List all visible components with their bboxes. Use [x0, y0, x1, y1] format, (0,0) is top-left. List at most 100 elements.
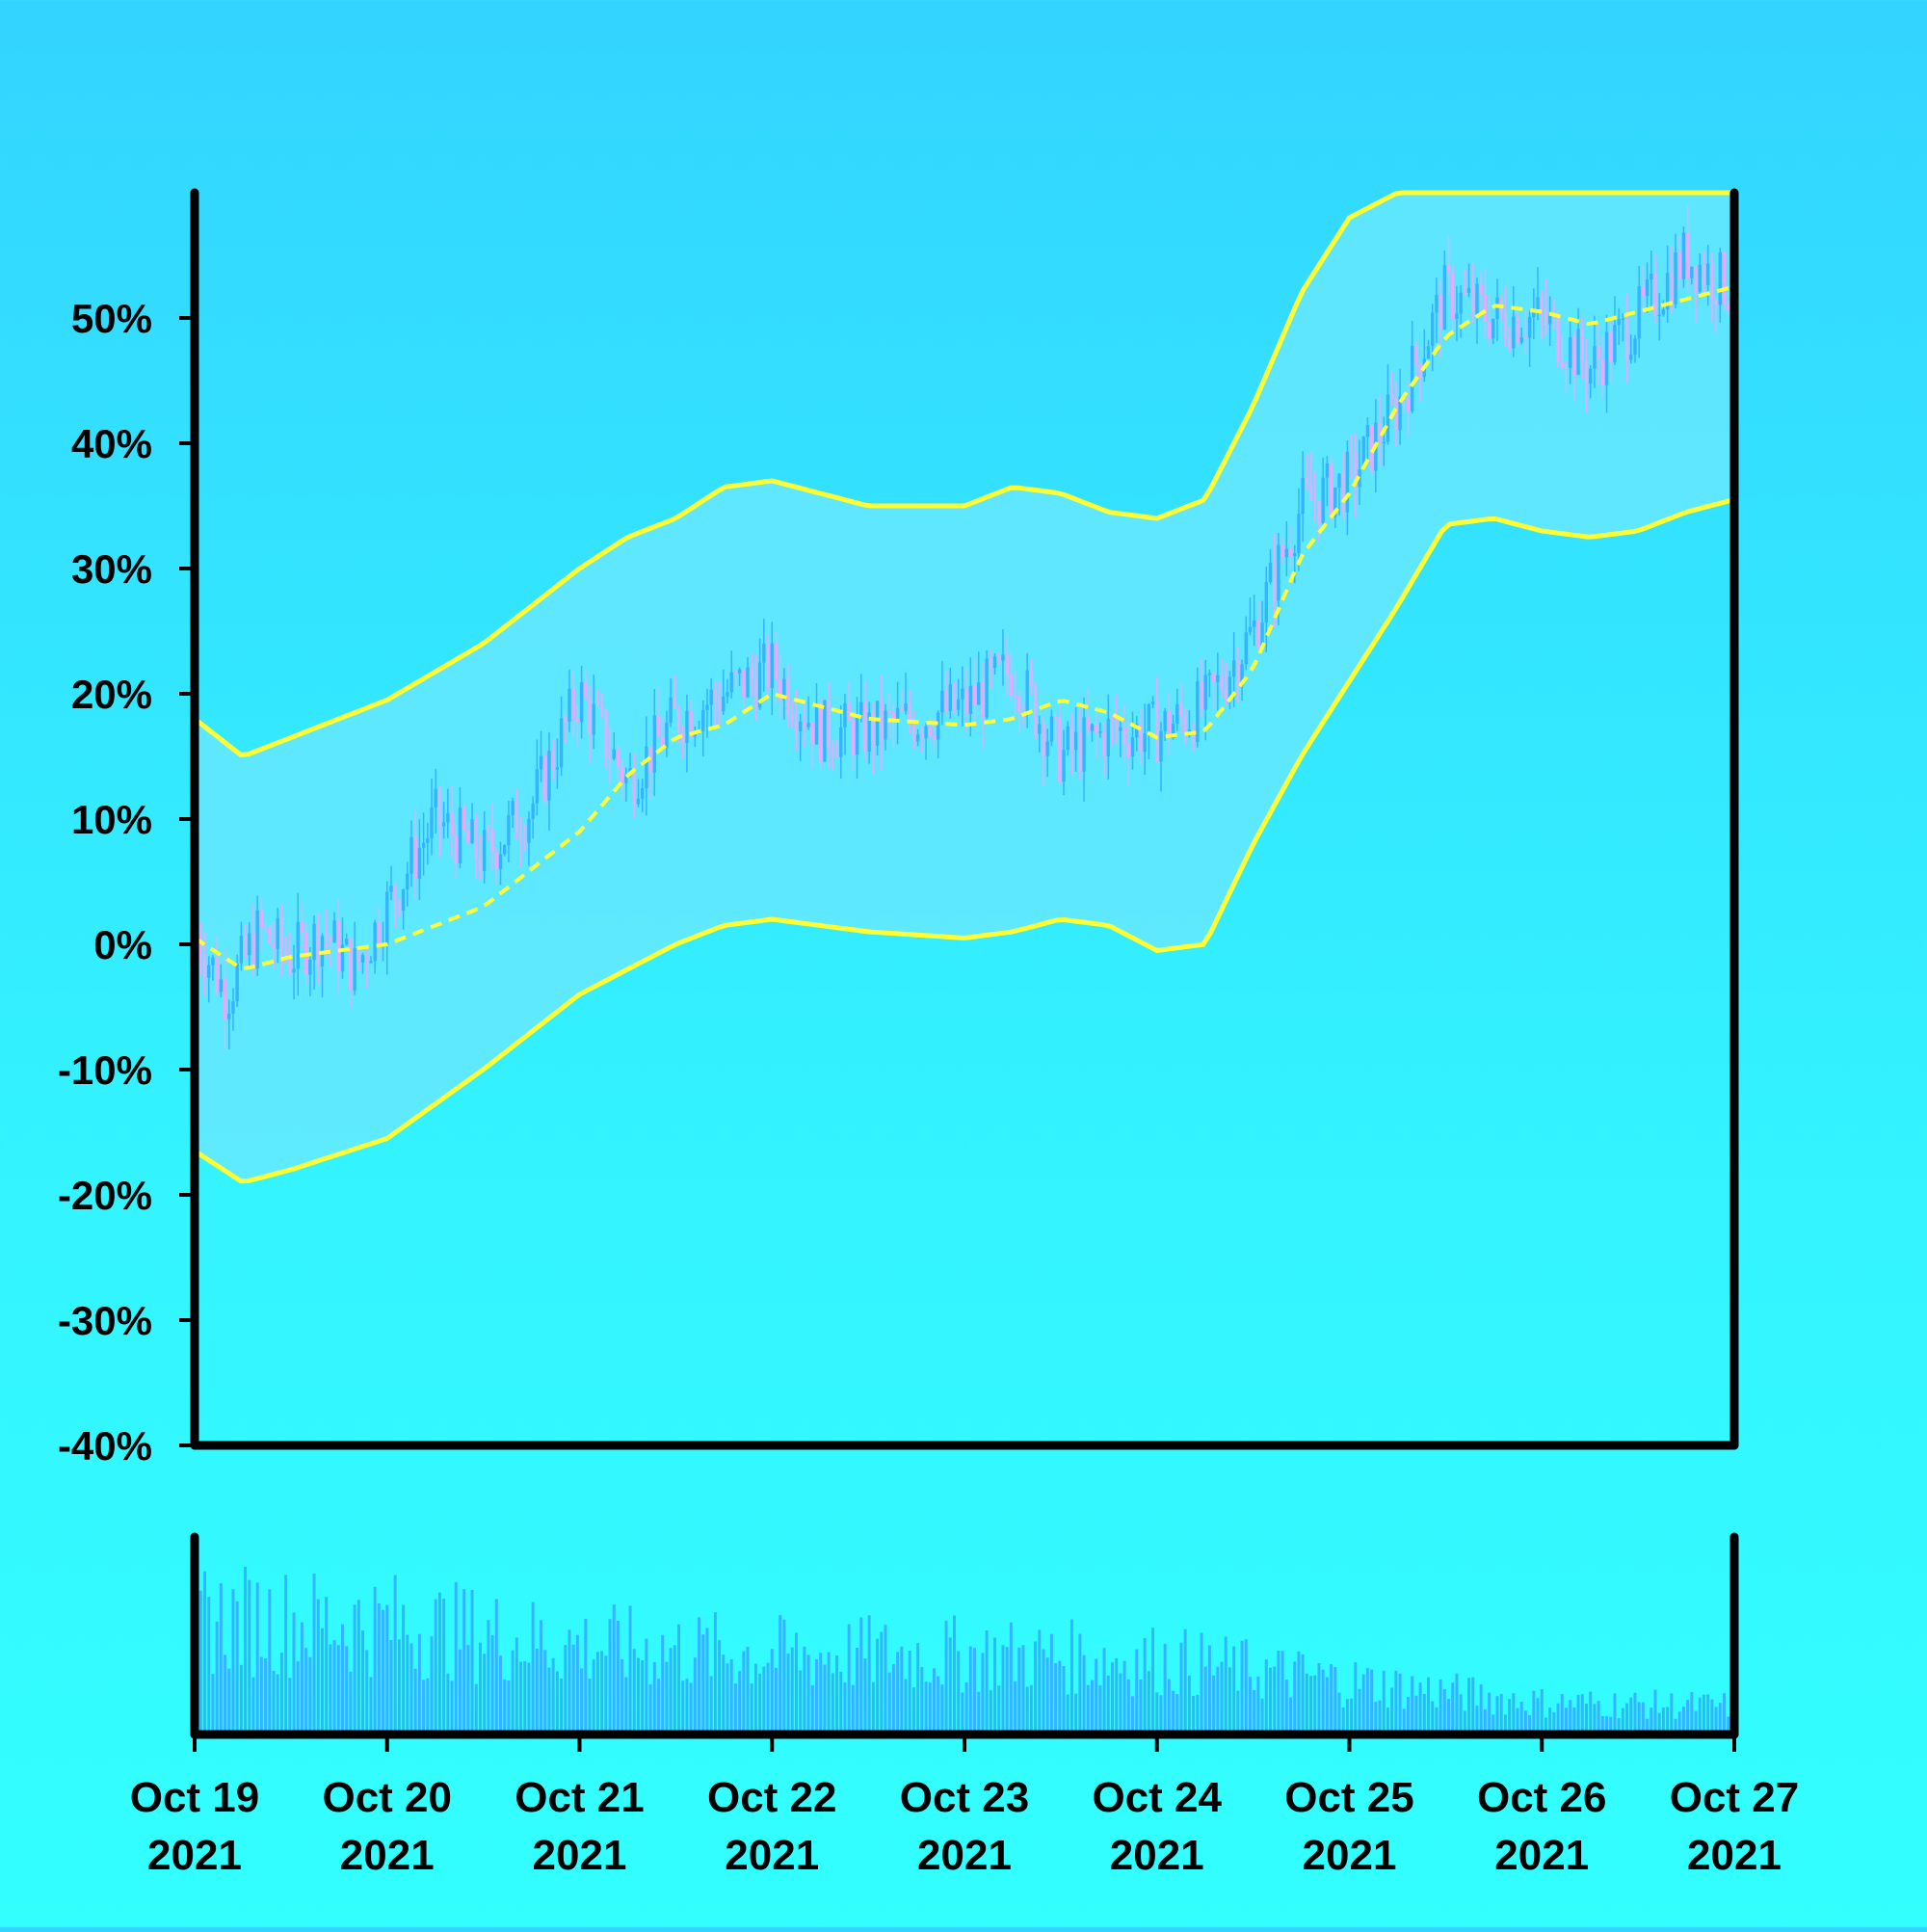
volume-bar — [592, 1659, 595, 1734]
candle-down — [413, 836, 417, 880]
candle-down — [1378, 422, 1382, 443]
volume-bar — [490, 1634, 494, 1734]
volume-bar — [1576, 1694, 1580, 1734]
volume-bar — [1196, 1694, 1200, 1734]
candle-down — [1503, 312, 1508, 338]
candle-down — [564, 718, 568, 722]
volume-bar — [523, 1660, 527, 1734]
candle-down — [952, 684, 957, 710]
y-tick-label: 0% — [93, 922, 152, 967]
volume-bar — [1394, 1670, 1398, 1734]
candle-up — [511, 801, 515, 815]
volume-bar — [968, 1646, 972, 1734]
volume-bar — [1365, 1668, 1369, 1734]
candle-down — [1305, 477, 1309, 485]
volume-bar — [1589, 1691, 1593, 1734]
volume-bar — [325, 1597, 329, 1734]
candle-up — [1090, 724, 1095, 731]
volume-bar — [430, 1636, 434, 1734]
volume-bar — [1483, 1708, 1487, 1734]
volume-bar — [977, 1691, 981, 1734]
volume-bar — [402, 1604, 406, 1734]
volume-bar — [1232, 1646, 1236, 1734]
candle-up — [1062, 750, 1066, 782]
volume-bar — [1009, 1622, 1013, 1734]
volume-bar — [211, 1674, 215, 1734]
candle-up — [701, 709, 705, 731]
volume-bar — [259, 1656, 263, 1734]
candle-down — [1115, 719, 1119, 731]
candle-up — [1025, 670, 1029, 712]
volume-bar — [701, 1634, 705, 1734]
volume-bar — [1646, 1718, 1650, 1734]
candle-down — [1078, 731, 1082, 772]
candle-up — [839, 727, 843, 757]
candle-up — [640, 787, 645, 799]
candle-down — [750, 667, 753, 680]
volume-bar — [985, 1629, 989, 1734]
candle-up — [669, 697, 673, 723]
candle-up — [1621, 318, 1625, 321]
candle-down — [1710, 263, 1714, 301]
candle-down — [259, 910, 264, 928]
candle-up — [957, 699, 961, 710]
candle-down — [1058, 717, 1062, 782]
volume-bar — [1025, 1686, 1029, 1734]
volume-bar — [1090, 1680, 1094, 1734]
candle-down — [1069, 726, 1074, 751]
candle-up — [1297, 514, 1301, 554]
candle-down — [490, 831, 494, 853]
candle-down — [944, 690, 948, 711]
volume-bar — [1029, 1684, 1033, 1734]
volume-bar — [766, 1662, 770, 1734]
volume-bar — [515, 1637, 518, 1734]
volume-bar — [1580, 1694, 1584, 1734]
candle-down — [1280, 544, 1284, 558]
volume-bar — [1718, 1703, 1722, 1734]
candle-up — [458, 807, 462, 863]
candle-up — [401, 889, 406, 912]
volume-bar — [1621, 1707, 1624, 1734]
volume-bar — [1455, 1673, 1459, 1734]
volume-bar — [487, 1620, 490, 1734]
candle-up — [1038, 724, 1042, 734]
volume-bar — [332, 1640, 336, 1734]
volume-bar — [819, 1653, 823, 1734]
volume-bar — [1305, 1673, 1308, 1734]
volume-bar — [722, 1654, 726, 1734]
volume-bar — [887, 1672, 891, 1734]
volume-bar — [1337, 1692, 1341, 1734]
volume-bar — [474, 1683, 478, 1734]
volume-bar — [571, 1644, 575, 1734]
candle-down — [900, 707, 904, 711]
candle-up — [1532, 312, 1536, 318]
volume-bar — [1212, 1675, 1216, 1734]
volume-bar — [1244, 1639, 1248, 1734]
volume-bar — [551, 1657, 555, 1734]
volume-bar — [1102, 1648, 1106, 1734]
volume-bar — [1548, 1707, 1552, 1734]
candle-down — [794, 720, 799, 732]
candle-up — [1519, 337, 1523, 343]
volume-bar — [304, 1648, 308, 1734]
volume-bar — [1054, 1663, 1058, 1734]
volume-bar — [1516, 1707, 1519, 1734]
volume-bar — [507, 1680, 511, 1734]
volume-bar — [916, 1642, 920, 1734]
candle-down — [908, 703, 911, 723]
volume-bar — [1572, 1707, 1576, 1734]
volume-bar — [1045, 1657, 1049, 1734]
volume-bar — [863, 1658, 867, 1734]
y-tick-label: 20% — [71, 672, 152, 717]
volume-bar — [1236, 1690, 1240, 1734]
candle-up — [867, 712, 871, 753]
candle-down — [871, 712, 876, 746]
volume-bar — [632, 1649, 636, 1734]
volume-bar — [1442, 1689, 1446, 1734]
volume-bar — [1345, 1699, 1349, 1734]
candle-down — [1256, 620, 1260, 648]
candle-up — [859, 701, 863, 716]
candle-up — [345, 939, 349, 945]
candle-up — [1227, 676, 1232, 700]
